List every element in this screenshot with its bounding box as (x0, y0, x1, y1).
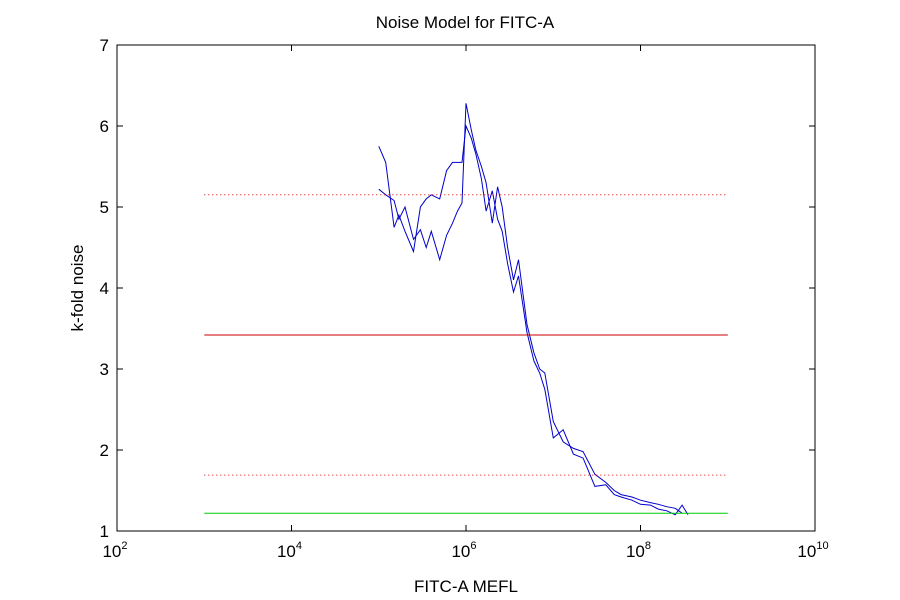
y-tick-label: 3 (100, 360, 109, 379)
y-axis-label: k-fold noise (68, 245, 87, 332)
x-tick-label: 108 (626, 540, 651, 561)
y-tick-label: 5 (100, 198, 109, 217)
plot-area (116, 44, 816, 532)
x-tick-label: 102 (102, 540, 127, 561)
x-axis-label: FITC-A MEFL (414, 577, 518, 596)
y-tick-label: 1 (100, 522, 109, 541)
series-line-1 (378, 103, 683, 514)
y-tick-label: 6 (100, 117, 109, 136)
y-tick-label: 2 (100, 441, 109, 460)
series-line-2 (378, 124, 689, 516)
x-tick-label: 106 (451, 540, 476, 561)
y-tick-label: 7 (100, 36, 109, 55)
x-tick-label: 1010 (797, 540, 828, 561)
x-tick-label: 104 (277, 540, 302, 561)
axis-layer: 1 2 3 4 5 6 7 102 104 106 108 1010 (100, 36, 829, 561)
series-layer (204, 103, 728, 516)
chart-title: Noise Model for FITC-A (376, 13, 555, 32)
y-tick-label: 4 (100, 279, 109, 298)
